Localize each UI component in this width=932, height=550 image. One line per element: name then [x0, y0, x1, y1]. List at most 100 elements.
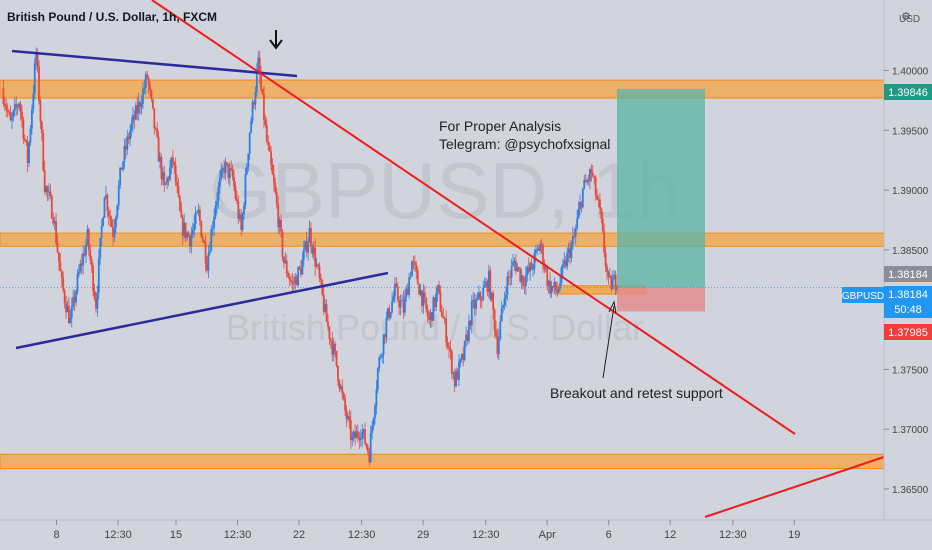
candle — [590, 164, 593, 182]
candle — [358, 431, 361, 449]
candle — [179, 194, 181, 212]
support-zone[interactable] — [0, 453, 885, 470]
candle — [563, 251, 566, 269]
candle — [221, 164, 224, 178]
candle — [542, 242, 544, 273]
candle — [406, 283, 409, 296]
candle — [412, 255, 415, 270]
breakout-note: Breakout and retest support — [550, 385, 723, 401]
candle — [161, 167, 164, 185]
candle — [103, 196, 106, 218]
candle — [490, 291, 493, 302]
candle — [100, 219, 103, 247]
candle — [509, 270, 512, 287]
candle — [460, 352, 463, 364]
candle — [519, 267, 522, 284]
candle — [347, 412, 349, 423]
candle — [214, 201, 217, 220]
candle — [552, 285, 554, 292]
candle — [26, 136, 29, 173]
candle — [295, 274, 298, 286]
candle — [107, 206, 110, 226]
candle — [415, 261, 418, 280]
candle — [439, 285, 442, 313]
candle — [119, 166, 122, 190]
candle — [376, 366, 379, 394]
candle — [458, 354, 460, 386]
candle — [217, 181, 220, 210]
candle — [392, 290, 395, 303]
candle — [79, 259, 82, 274]
candle — [433, 297, 436, 312]
candle — [280, 214, 282, 238]
candle — [89, 244, 92, 265]
time-axis[interactable]: 8 12:30 15 12:30 22 12:30 29 12:30 Apr 6 12 12:30 19 — [53, 520, 800, 541]
candle — [470, 294, 473, 334]
candle — [317, 262, 319, 270]
candle — [442, 307, 445, 319]
candle — [21, 104, 23, 128]
candle — [512, 253, 514, 267]
candle — [129, 124, 132, 147]
candle — [423, 285, 426, 304]
red-ascending-trendline[interactable] — [704, 456, 885, 518]
time-tick-label: 15 — [170, 529, 182, 541]
long-position-tool[interactable] — [617, 88, 705, 312]
mid-zone[interactable] — [0, 232, 885, 247]
settings-icon[interactable]: ⚙ — [901, 11, 911, 23]
resistance-zone[interactable] — [0, 79, 885, 99]
candle — [150, 89, 153, 103]
candle — [216, 192, 218, 214]
candle — [203, 239, 206, 244]
candle — [547, 279, 550, 294]
candle — [285, 254, 288, 278]
candle — [273, 165, 275, 192]
candle — [157, 130, 160, 162]
candle — [13, 97, 16, 117]
loss-zone[interactable] — [617, 287, 705, 312]
candle — [5, 98, 8, 117]
last-close-price-tag: 1.38184 — [884, 266, 932, 282]
candle — [401, 294, 403, 301]
upper-blue-trendline[interactable] — [11, 49, 298, 78]
candle — [411, 260, 413, 277]
candle — [550, 280, 553, 298]
candle — [429, 308, 432, 328]
candle — [268, 142, 271, 152]
candle — [86, 224, 89, 246]
red-descending-trendline[interactable] — [151, 0, 796, 435]
lower-blue-trendline[interactable] — [15, 271, 389, 350]
candle — [319, 273, 322, 286]
candle — [438, 280, 440, 295]
candle — [527, 257, 530, 274]
candle — [198, 205, 201, 226]
candle — [493, 307, 496, 339]
candle — [163, 165, 166, 192]
candle — [440, 304, 443, 318]
candle — [616, 285, 618, 294]
candle — [409, 271, 412, 280]
profit-zone[interactable] — [617, 88, 705, 288]
candle — [122, 160, 124, 172]
candle — [355, 425, 358, 439]
candle — [3, 97, 6, 112]
candle — [60, 269, 63, 288]
time-tick-label: 12:30 — [104, 529, 132, 541]
candle — [22, 116, 25, 145]
candle — [315, 257, 318, 268]
candle — [53, 216, 56, 231]
candle — [599, 192, 601, 214]
candle — [97, 249, 100, 300]
candle — [183, 213, 186, 239]
time-tick-label: 12:30 — [224, 529, 252, 541]
svg-text:1.38184: 1.38184 — [888, 269, 928, 281]
candle — [608, 267, 611, 279]
candle — [473, 293, 476, 317]
candle — [389, 312, 392, 320]
candle — [345, 405, 348, 428]
candle — [277, 196, 280, 234]
candle — [342, 391, 345, 401]
candle — [311, 243, 314, 258]
candle — [45, 185, 48, 197]
